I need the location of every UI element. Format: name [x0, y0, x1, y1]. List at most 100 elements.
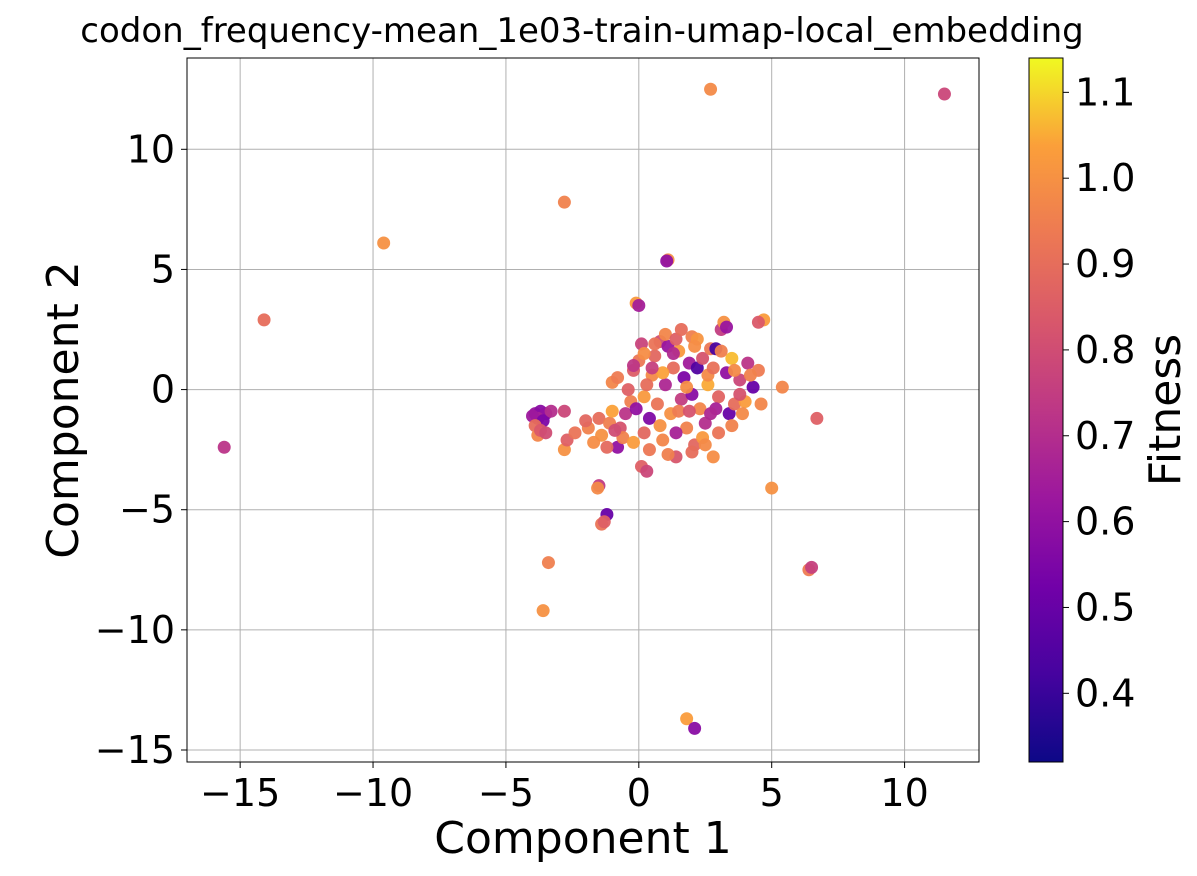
data-point	[682, 404, 696, 418]
data-point	[632, 298, 646, 312]
data-point	[727, 363, 741, 377]
data-point	[698, 438, 712, 452]
data-point	[704, 407, 718, 421]
data-point	[754, 397, 768, 411]
data-point	[722, 407, 736, 421]
data-point	[640, 378, 654, 392]
data-point	[637, 347, 651, 361]
data-point	[733, 373, 747, 387]
data-point	[666, 361, 680, 375]
data-point	[597, 515, 611, 529]
data-point	[653, 419, 667, 433]
data-point	[704, 82, 718, 96]
data-point	[541, 556, 555, 570]
x-tick-label: −15	[200, 771, 280, 815]
data-point	[600, 440, 614, 454]
data-point	[579, 414, 593, 428]
data-point	[672, 404, 686, 418]
data-point	[746, 380, 760, 394]
data-point	[645, 361, 659, 375]
data-point	[685, 445, 699, 459]
data-point	[733, 387, 747, 401]
data-point	[680, 421, 694, 435]
data-point	[666, 347, 680, 361]
data-point	[674, 392, 688, 406]
x-axis-label: Component 1	[434, 813, 731, 864]
y-tick-label: 0	[151, 368, 175, 412]
data-point	[592, 411, 606, 425]
x-tick-label: −5	[478, 771, 534, 815]
y-tick-label: 10	[127, 127, 175, 171]
data-point	[637, 390, 651, 404]
data-point	[637, 426, 651, 440]
data-point	[621, 383, 635, 397]
data-point	[674, 323, 688, 337]
data-point	[712, 426, 726, 440]
data-point	[257, 313, 271, 327]
data-point	[810, 411, 824, 425]
x-tick-label: 5	[760, 771, 784, 815]
colorbar-tick-label: 0.8	[1075, 328, 1135, 372]
data-point	[741, 356, 755, 370]
colorbar	[1028, 57, 1064, 763]
data-point	[557, 404, 571, 418]
colorbar-ticks: 0.4 0.5 0.6 0.7 0.8 0.9 1.0 1.1	[1063, 70, 1135, 715]
data-point	[619, 407, 633, 421]
colorbar-tick-label: 0.9	[1075, 242, 1135, 286]
data-point	[775, 380, 789, 394]
data-point	[688, 339, 702, 353]
data-point	[735, 407, 749, 421]
data-point	[626, 435, 640, 449]
data-point	[680, 712, 694, 726]
x-tick-label: −10	[333, 771, 413, 815]
grid-lines	[187, 58, 979, 762]
x-tick-label: 10	[880, 771, 928, 815]
data-point	[669, 332, 683, 346]
data-point	[626, 359, 640, 373]
data-point	[587, 435, 601, 449]
data-point	[629, 402, 643, 416]
data-point	[648, 337, 662, 351]
data-point	[680, 380, 694, 394]
y-tick-label: 5	[151, 247, 175, 291]
data-point	[714, 344, 728, 358]
y-axis-ticks: −15 −10 −5 0 5 10	[95, 127, 187, 772]
data-point	[701, 378, 715, 392]
colorbar-tick-label: 0.4	[1075, 671, 1135, 715]
data-point	[669, 426, 683, 440]
data-point	[725, 351, 739, 365]
data-point	[688, 721, 702, 735]
data-point	[660, 254, 674, 268]
data-point	[693, 402, 707, 416]
data-point	[765, 481, 779, 495]
data-point	[706, 361, 720, 375]
data-point	[377, 236, 391, 250]
data-point	[727, 397, 741, 411]
data-point	[591, 481, 605, 495]
y-tick-label: −5	[119, 488, 175, 532]
colorbar-label: Fitness	[1140, 334, 1191, 486]
data-point	[743, 368, 757, 382]
data-point	[937, 87, 951, 101]
data-point	[661, 447, 675, 461]
x-tick-label: 0	[627, 771, 651, 815]
colorbar-tick-label: 0.7	[1075, 414, 1135, 458]
data-point	[658, 378, 672, 392]
colorbar-tick-label: 0.5	[1075, 585, 1135, 629]
data-point	[608, 423, 622, 437]
data-point	[690, 361, 704, 375]
data-point	[698, 416, 712, 430]
y-axis-label: Component 2	[38, 261, 89, 558]
data-point	[656, 366, 670, 380]
data-point	[536, 604, 550, 618]
colorbar-tick-label: 1.0	[1075, 156, 1135, 200]
data-point	[605, 404, 619, 418]
x-axis-ticks: −15 −10 −5 0 5 10	[200, 762, 929, 815]
data-point	[720, 320, 734, 334]
data-point	[751, 315, 765, 329]
data-point	[642, 443, 656, 457]
data-point	[805, 560, 819, 574]
data-point	[539, 426, 553, 440]
plot-frame	[186, 57, 980, 763]
